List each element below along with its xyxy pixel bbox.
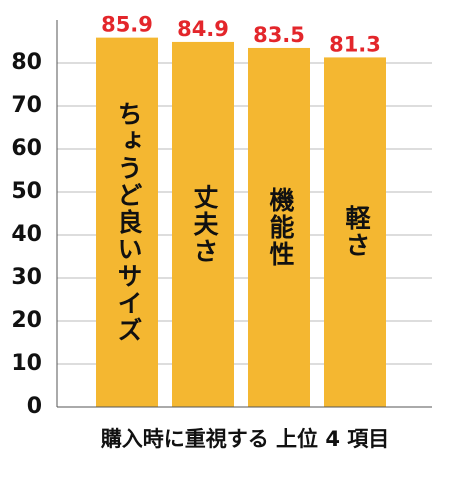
bar: [96, 37, 158, 407]
y-tick-label: 80: [11, 50, 42, 75]
category-label: 機能性: [266, 187, 295, 268]
category-label: 軽さ: [342, 205, 371, 259]
y-tick-label: 0: [27, 394, 42, 419]
y-tick-label: 70: [11, 93, 42, 118]
y-tick-label: 60: [11, 136, 42, 161]
bar: [248, 47, 310, 407]
value-label: 84.9: [177, 17, 229, 41]
value-label: 85.9: [101, 13, 153, 37]
y-tick-label: 40: [11, 222, 42, 247]
value-label: 83.5: [253, 23, 305, 47]
y-tick-label: 10: [11, 351, 42, 376]
bar: [324, 57, 386, 407]
category-label: ちょうど良いサイズ: [114, 101, 143, 344]
value-label: 81.3: [329, 32, 381, 56]
y-tick-label: 30: [11, 265, 42, 290]
x-axis-label: 購入時に重視する 上位 4 項目: [100, 427, 390, 451]
category-label: 丈夫さ: [190, 184, 219, 265]
bar: [172, 41, 234, 408]
y-tick-label: 20: [11, 308, 42, 333]
y-tick-label: 50: [11, 179, 42, 204]
